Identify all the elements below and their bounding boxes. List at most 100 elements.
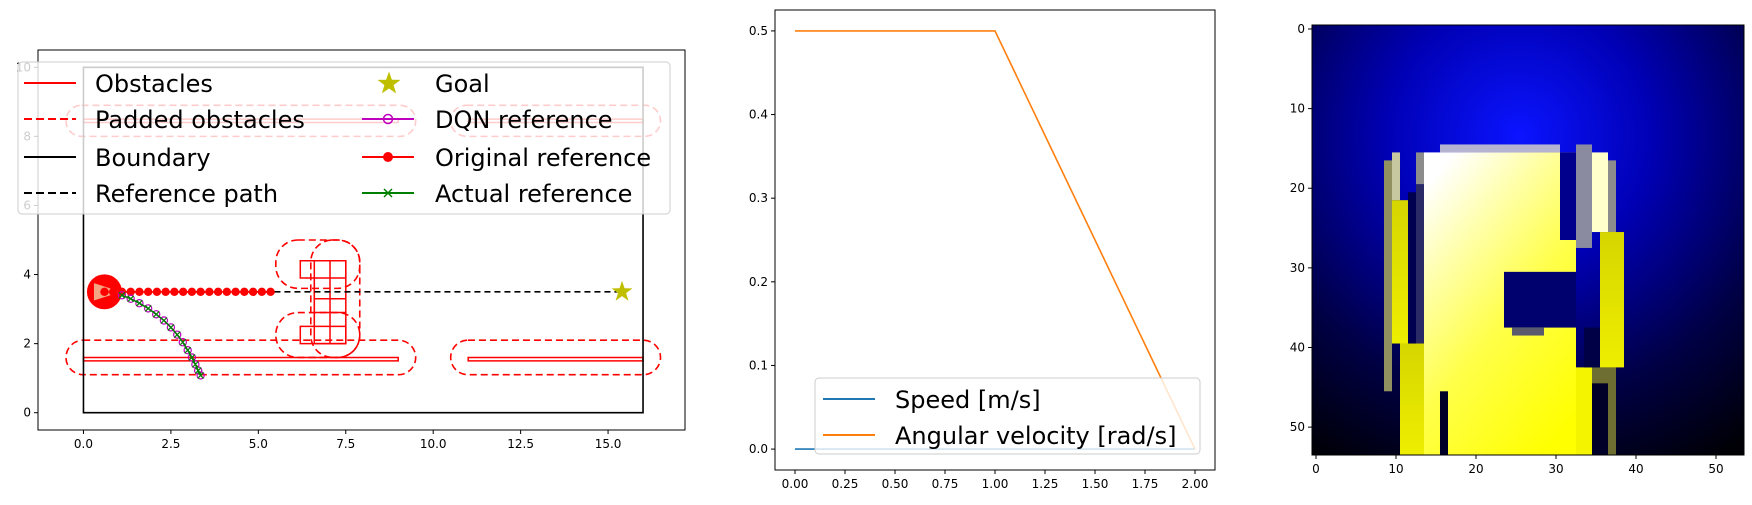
original-reference-point <box>231 287 240 297</box>
legend-original-reference-marker <box>383 152 393 162</box>
hm-hole-left <box>1408 192 1416 344</box>
heatmap-ticks: 0 10 20 30 40 50 0 10 20 30 40 50 <box>1290 22 1724 476</box>
obstacle-5 <box>299 325 347 345</box>
hm-hole-top-right <box>1560 152 1576 240</box>
hm-padding-left-outer <box>1384 160 1392 392</box>
map-x-tick-label: 7.5 <box>336 437 355 451</box>
dqn-reference-point <box>166 323 176 332</box>
actual-reference-point <box>135 299 143 307</box>
map-x-tick-label: 15.0 <box>595 437 622 451</box>
heatmap-x-tick-label: 20 <box>1468 462 1483 476</box>
actual-reference-point <box>160 317 168 324</box>
hm-free-right-bottom <box>1576 367 1592 455</box>
legend-dqn-reference-marker <box>382 113 394 125</box>
legend-actual-reference-label: Actual reference <box>435 180 632 208</box>
original-reference-point <box>152 287 162 297</box>
velocity-x-tick-label: 1.25 <box>1032 477 1059 491</box>
padded-obstacle-0 <box>65 339 417 376</box>
original-reference-point <box>126 287 135 297</box>
hm-padding-right-top <box>1576 144 1592 248</box>
velocity-legend: Speed [m/s] Angular velocity [rad/s] <box>814 377 1201 455</box>
dqn-reference-point <box>117 291 127 300</box>
actual-reference-point <box>173 331 181 339</box>
original-reference-point <box>135 287 144 297</box>
actual-reference-point <box>179 338 187 346</box>
legend-goal-star-icon <box>377 71 401 94</box>
velocity-x-tick-label: 0.50 <box>882 477 909 491</box>
actual-reference-point <box>152 310 160 318</box>
legend-padded-obstacles-label: Padded obstacles <box>95 106 305 134</box>
legend-goal-label: Goal <box>435 70 490 98</box>
original-reference-point <box>213 287 223 297</box>
legend-dqn-reference-label: DQN reference <box>435 106 613 134</box>
velocity-y-tick-label: 0.4 <box>749 108 768 122</box>
original-reference-point <box>100 287 109 297</box>
original-reference-point <box>108 287 118 297</box>
actual-reference-point <box>184 346 192 354</box>
velocity-plot: 0.00 0.25 0.50 0.75 1.00 1.25 1.50 1.75 2.00 0.0 0… <box>749 9 1216 491</box>
velocity-legend-frame <box>814 377 1201 455</box>
legend-obstacles-label: Obstacles <box>95 70 213 98</box>
actual-reference-point <box>188 354 196 361</box>
dqn-reference-point <box>152 310 161 319</box>
actual-reference-point <box>127 295 135 303</box>
legend-boundary-label: Boundary <box>95 144 211 172</box>
heatmap-x-tick-label: 30 <box>1548 462 1563 476</box>
velocity-x-tick-label: 1.50 <box>1082 477 1109 491</box>
velocity-x-tick-label: 0.25 <box>832 477 859 491</box>
map-x-tick-label: 10.0 <box>420 437 447 451</box>
padded-obstacle-1 <box>449 339 662 376</box>
velocity-y-tick-label: 0.0 <box>749 442 768 456</box>
heatmap-cells <box>1384 144 1624 455</box>
obstacle-4 <box>299 259 347 279</box>
map-legend: Obstacles Padded obstacles Boundary Refe… <box>17 61 671 215</box>
heatmap-y-tick-label: 10 <box>1290 102 1305 116</box>
hm-hole-center <box>1504 271 1576 328</box>
series-line-1 <box>795 30 1196 450</box>
map-y-tick-label: 0 <box>23 406 31 420</box>
heatmap-y-tick-label: 0 <box>1297 22 1305 36</box>
heatmap-x-tick-label: 0 <box>1312 462 1320 476</box>
heatmap-x-tick-label: 50 <box>1708 462 1723 476</box>
dqn-reference-point <box>126 294 135 303</box>
original-reference-point <box>170 287 179 297</box>
velocity-x-tick-label: 1.75 <box>1132 477 1159 491</box>
dqn-reference-point <box>135 299 144 308</box>
original-reference-point <box>196 287 205 297</box>
dqn-reference-line <box>121 294 202 376</box>
hm-hole-left-edge <box>1416 184 1424 344</box>
dqn-reference-point <box>187 353 197 362</box>
goal-star-icon <box>611 280 633 301</box>
dqn-reference-point <box>178 338 187 347</box>
heatmap-y-tick-label: 20 <box>1290 181 1305 195</box>
velocity-x-tick-label: 2.00 <box>1182 477 1209 491</box>
original-reference-point <box>266 287 275 297</box>
map-axes-frame <box>37 49 686 431</box>
actual-reference-point <box>118 291 126 299</box>
hm-padding-leftcol-top <box>1416 152 1424 185</box>
hm-free-left-strip <box>1392 200 1408 344</box>
original-reference-point <box>161 287 170 297</box>
hm-padding-left-top <box>1392 152 1400 201</box>
hm-free-right-top <box>1592 152 1608 233</box>
legend-speed-label: Speed [m/s] <box>895 386 1041 414</box>
map-legend-frame <box>17 61 671 215</box>
dqn-reference-point <box>172 330 182 339</box>
original-reference-point <box>248 287 258 297</box>
legend-actual-reference-marker <box>383 188 393 198</box>
heatmap-y-tick-label: 40 <box>1290 341 1305 355</box>
map-y-tick-label: 4 <box>23 268 31 282</box>
heatmap-y-tick-label: 50 <box>1290 420 1305 434</box>
actual-reference-point <box>197 371 205 379</box>
actual-reference-point <box>167 323 175 331</box>
velocity-y-tick-label: 0.2 <box>749 275 768 289</box>
map-x-tick-label: 0.0 <box>74 437 93 451</box>
actual-reference-point <box>191 360 199 368</box>
heatmap-frame <box>1311 24 1745 456</box>
dqn-reference-point <box>183 346 192 355</box>
hm-hole-right <box>1584 327 1600 368</box>
map-x-tick-label: 2.5 <box>161 437 180 451</box>
velocity-x-tick-label: 0.00 <box>782 477 809 491</box>
map-x-tick-label: 5.0 <box>249 437 268 451</box>
